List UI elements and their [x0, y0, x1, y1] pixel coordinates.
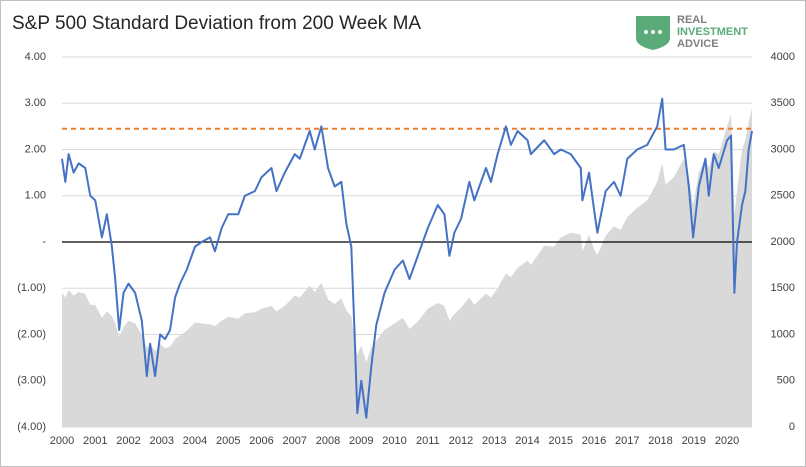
- x-tick-label: 2009: [349, 435, 373, 447]
- x-tick-label: 2005: [216, 435, 240, 447]
- y2-tick-label: 3500: [771, 97, 795, 109]
- y-tick-label: 4.00: [25, 51, 46, 63]
- x-tick-label: 2007: [283, 435, 307, 447]
- area: [62, 107, 752, 427]
- y2-tick-label: 500: [777, 375, 795, 387]
- y-tick-label: (4.00): [17, 421, 46, 433]
- logo-dot: [651, 30, 655, 34]
- x-tick-label: 2001: [83, 435, 107, 447]
- y-tick-label: 2.00: [25, 143, 46, 155]
- y2-tick-label: 2500: [771, 190, 795, 202]
- logo-dot: [644, 30, 648, 34]
- y-tick-label: 1.00: [25, 190, 46, 202]
- y-tick-label: -: [42, 236, 46, 248]
- logo-text: REAL: [677, 14, 707, 26]
- x-tick-label: 2011: [416, 435, 440, 447]
- x-tick-label: 2019: [682, 435, 706, 447]
- x-tick-label: 2003: [150, 435, 174, 447]
- x-tick-label: 2013: [482, 435, 506, 447]
- y2-tick-label: 1500: [771, 282, 795, 294]
- y-tick-label: 3.00: [25, 97, 46, 109]
- logo-text: ADVICE: [677, 38, 719, 50]
- y2-tick-label: 4000: [771, 51, 795, 63]
- y2-tick-label: 1000: [771, 328, 795, 340]
- logo: REAL INVESTMENT ADVICE: [636, 14, 748, 50]
- x-tick-label: 2016: [582, 435, 606, 447]
- x-tick-label: 2004: [183, 435, 207, 447]
- x-tick-label: 2002: [116, 435, 140, 447]
- y2-tick-label: 0: [789, 421, 795, 433]
- x-tick-label: 2000: [50, 435, 74, 447]
- y-tick-label: (2.00): [17, 328, 46, 340]
- chart-title: S&P 500 Standard Deviation from 200 Week…: [12, 13, 421, 34]
- x-tick-label: 2014: [515, 435, 539, 447]
- x-tick-label: 2012: [449, 435, 473, 447]
- x-tick-label: 2018: [648, 435, 672, 447]
- logo-dot: [658, 30, 662, 34]
- line: [61, 97, 753, 419]
- y-tick-label: (3.00): [17, 375, 46, 387]
- y2-tick-label: 3000: [771, 143, 795, 155]
- x-tick-label: 2020: [715, 435, 739, 447]
- x-tick-label: 2008: [316, 435, 340, 447]
- x-tick-label: 2010: [382, 435, 406, 447]
- x-tick-label: 2006: [249, 435, 273, 447]
- x-tick-label: 2017: [615, 435, 639, 447]
- x-tick-label: 2015: [549, 435, 573, 447]
- y-tick-label: (1.00): [17, 282, 46, 294]
- logo-text: INVESTMENT: [677, 26, 748, 38]
- y2-tick-label: 2000: [771, 236, 795, 248]
